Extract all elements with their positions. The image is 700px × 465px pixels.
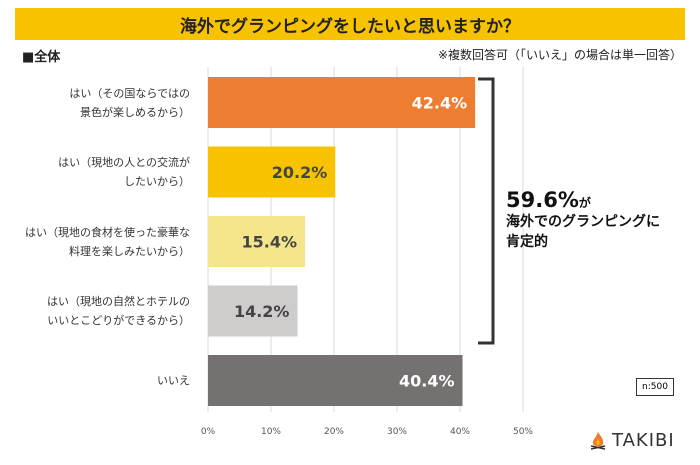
logo-text: TAKIBI	[612, 430, 675, 451]
x-tick-label: 30%	[387, 427, 407, 437]
annotation-suffix: が	[578, 196, 591, 210]
category-label: はい（その国ならではの 景色が楽しめるから）	[69, 86, 190, 119]
category-label: はい（現地の食材を使った豪華な 料理を楽しみたいから）	[25, 225, 190, 258]
data-label: 42.4%	[412, 94, 468, 113]
x-tick-label: 40%	[450, 427, 470, 437]
x-tick-label: 10%	[261, 427, 281, 437]
bar	[208, 77, 476, 128]
sample-size: n:500	[636, 378, 674, 396]
x-tick-label: 0%	[201, 427, 216, 437]
bar	[208, 355, 463, 406]
x-tick-label: 20%	[324, 427, 344, 437]
data-label: 14.2%	[234, 302, 290, 321]
segment-label: ■全体	[22, 50, 61, 65]
chart-title: 海外でグランピングをしたいと思いますか？	[15, 8, 685, 40]
x-tick-label: 50%	[513, 427, 533, 437]
category-label: はい（現地の人との交流が したいから）	[58, 156, 190, 188]
bar	[208, 146, 336, 198]
annotation-line1: 海外でのグランピングに	[506, 214, 660, 230]
annotation-line2: 肯定的	[506, 234, 548, 250]
annotation-value: 59.6%	[506, 188, 579, 212]
bar	[208, 285, 298, 337]
category-label: はい（現地の自然とホテルの いいとこどりができるから）	[47, 295, 190, 327]
bar	[208, 216, 306, 267]
bracket	[478, 77, 495, 345]
data-label: 20.2%	[272, 163, 328, 182]
data-label: 40.4%	[399, 372, 455, 391]
data-label: 15.4%	[242, 233, 298, 252]
campfire-icon	[590, 431, 606, 450]
category-label: いいえ	[157, 374, 190, 387]
takibi-logo: TAKIBI	[588, 430, 675, 451]
note: ※複数回答可（「いいえ」の場合は単一回答）	[437, 48, 682, 62]
annotation: 59.6%が 海外でのグランピングに 肯定的	[506, 188, 660, 252]
